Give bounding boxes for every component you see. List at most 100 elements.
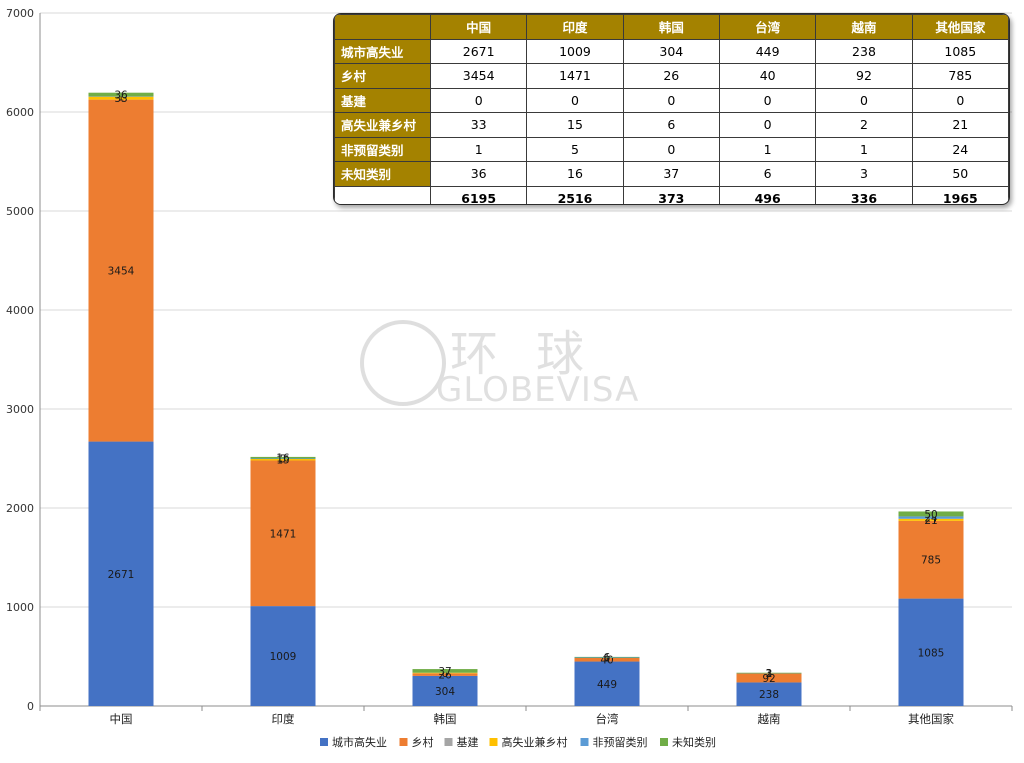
data-label: 16 — [276, 453, 290, 465]
table-cell: 0 — [526, 87, 624, 113]
y-tick-label: 1000 — [6, 601, 34, 614]
table-cell: 0 — [429, 87, 528, 113]
bar-segment — [898, 518, 964, 521]
table-cell: 2 — [815, 112, 913, 138]
table-col-header: 越南 — [815, 14, 913, 40]
bar-segment — [736, 673, 802, 674]
table-cell: 1471 — [526, 63, 624, 89]
table-cell: 50 — [911, 161, 1009, 187]
table-total-cell: 6195 — [429, 185, 528, 204]
legend-label: 高失业兼乡村 — [502, 735, 568, 749]
data-label: 1 — [766, 668, 773, 680]
bar-segment — [88, 92, 154, 97]
legend-label: 乡村 — [412, 735, 434, 749]
table-total-cell: 373 — [622, 185, 720, 204]
bar-segment — [574, 657, 640, 662]
table-cell: 3454 — [429, 63, 528, 89]
data-label: 238 — [759, 689, 779, 701]
table-cell: 26 — [622, 63, 720, 89]
legend-swatch — [489, 738, 498, 746]
table-col-header: 中国 — [429, 14, 528, 40]
bar-segment — [250, 460, 316, 607]
table-row-label: 基建 — [334, 87, 431, 113]
table-cell: 1009 — [526, 38, 624, 64]
y-tick-label: 2000 — [6, 502, 34, 515]
legend-label: 城市高失业 — [332, 735, 387, 749]
x-tick-label: 印度 — [272, 712, 295, 726]
table-cell: 1 — [815, 136, 913, 162]
table-row: 城市高失业 2671 1009 304 449 238 1085 — [334, 38, 1009, 64]
table-cell: 1085 — [911, 38, 1009, 64]
data-label: 1009 — [270, 651, 297, 663]
table-cell: 0 — [718, 112, 817, 138]
bar-segment — [250, 606, 316, 706]
table-row-label: 高失业兼乡村 — [334, 112, 431, 138]
y-tick-label: 5000 — [6, 205, 34, 218]
y-tick-label: 0 — [27, 700, 34, 713]
table-cell: 15 — [526, 112, 624, 138]
table-cell: 37 — [622, 161, 720, 187]
table-cell: 238 — [815, 38, 913, 64]
table-total-cell: 336 — [815, 185, 913, 204]
data-label: 1085 — [918, 647, 945, 659]
table-row: 乡村 3454 1471 26 40 92 785 — [334, 63, 1009, 89]
table-header-row: 中国 印度 韩国 台湾 越南 其他国家 — [334, 14, 1009, 40]
table-row: 高失业兼乡村 33 15 6 0 2 21 — [334, 112, 1009, 138]
table-cell: 0 — [815, 87, 913, 113]
bar-segment — [898, 511, 964, 517]
data-label: 37 — [438, 666, 451, 678]
table-row: 非预留类别 1 5 0 1 1 24 — [334, 136, 1009, 162]
legend-swatch — [444, 738, 453, 746]
legend-label: 基建 — [457, 735, 479, 749]
bar-segment — [898, 516, 964, 519]
table-col-header: 台湾 — [718, 14, 817, 40]
bar-segment — [736, 672, 802, 674]
table-row: 基建 0 0 0 0 0 0 — [334, 87, 1009, 113]
legend-label: 未知类别 — [672, 735, 716, 749]
table-cell: 33 — [429, 112, 528, 138]
bar-segment — [574, 656, 640, 658]
data-label: 3 — [766, 668, 773, 680]
data-label: 1 — [118, 91, 125, 103]
x-tick-label: 越南 — [758, 712, 781, 726]
data-label: 50 — [924, 509, 937, 521]
table-col-header: 印度 — [526, 14, 624, 40]
table-row-label: 乡村 — [334, 63, 431, 89]
x-tick-label: 中国 — [110, 712, 133, 726]
table-cell: 40 — [718, 63, 817, 89]
data-label: 6 — [604, 652, 611, 664]
bar-segment — [88, 441, 154, 706]
table-cell: 2671 — [429, 38, 528, 64]
table-total-cell: 2516 — [526, 185, 624, 204]
x-tick-label: 韩国 — [434, 712, 457, 726]
bar-segment — [250, 458, 316, 461]
bar-segment — [898, 598, 964, 706]
table-row-label: 未知类别 — [334, 161, 431, 187]
data-label: 92 — [762, 673, 775, 685]
data-label: 6 — [442, 668, 449, 680]
table-cell: 1 — [429, 136, 528, 162]
table-cell: 3 — [815, 161, 913, 187]
y-tick-label: 7000 — [6, 7, 34, 20]
y-tick-label: 4000 — [6, 304, 34, 317]
legend-swatch — [399, 738, 408, 746]
table-cell: 785 — [911, 63, 1009, 89]
table-cell: 0 — [911, 87, 1009, 113]
bar-segment — [412, 672, 478, 674]
table-row-label: 非预留类别 — [334, 136, 431, 162]
data-label: 5 — [280, 454, 287, 466]
table-cell: 0 — [622, 87, 720, 113]
bar-segment — [898, 520, 964, 599]
table-col-header: 韩国 — [622, 14, 720, 40]
table-total-cell: 1965 — [911, 185, 1009, 204]
table-cell: 0 — [718, 87, 817, 113]
bar-segment — [412, 673, 478, 676]
table-row-label: 城市高失业 — [334, 38, 431, 64]
bar-segment — [250, 456, 316, 459]
bar-segment — [250, 458, 316, 459]
table-cell: 21 — [911, 112, 1009, 138]
table-cell: 24 — [911, 136, 1009, 162]
y-tick-label: 3000 — [6, 403, 34, 416]
bar-segment — [412, 675, 478, 706]
